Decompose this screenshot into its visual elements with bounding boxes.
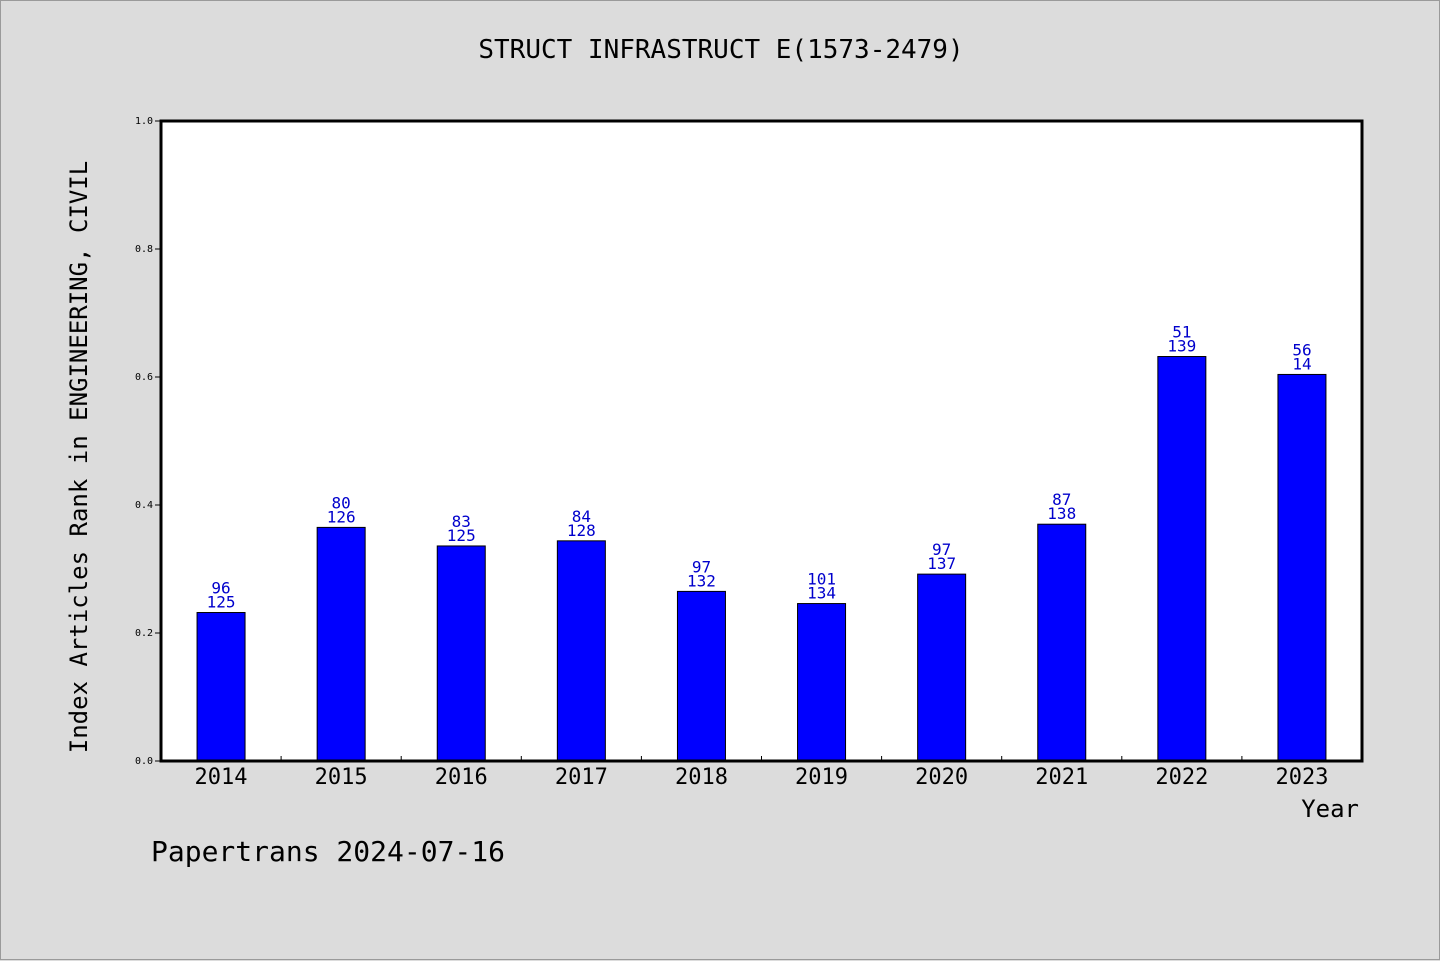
x-tick-label-2019: 2019 [795,765,848,790]
bar-label-top-2019: 101 [807,570,836,589]
bar-label-bottom-2022: 139 [1167,337,1196,356]
plot-frame [159,119,1364,763]
x-tick-label-2016: 2016 [435,765,488,790]
bar-label-bottom-2014: 125 [207,593,236,612]
x-tick-label-2017: 2017 [555,765,608,790]
y-tick-label: 1.0 [135,116,153,127]
bar-label-top-2014: 96 [211,579,230,598]
y-tick-label: 0.6 [135,372,153,383]
bar-label-bottom-2017: 128 [567,521,596,540]
bar-2019 [797,603,847,762]
bar-label-bottom-2018: 132 [687,571,716,590]
bar-label-top-2017: 84 [572,507,591,526]
x-tick-label-2023: 2023 [1275,765,1328,790]
bar-2018 [676,590,726,762]
y-tick-label: 0.2 [135,628,153,639]
bar-label-bottom-2023: 14 [1292,354,1311,373]
bar-2014 [196,612,246,762]
y-tick-label: 0.0 [135,756,153,767]
bar-label-top-2023: 56 [1292,340,1311,359]
bar-2020 [917,573,967,762]
bar-label-bottom-2015: 126 [327,507,356,526]
bar-2023 [1277,373,1327,762]
bar-2021 [1037,523,1087,762]
bar-label-top-2021: 87 [1052,490,1071,509]
bar-label-top-2016: 83 [452,512,471,531]
bar-label-bottom-2016: 125 [447,526,476,545]
x-tick-label-2022: 2022 [1155,765,1208,790]
bar-2017 [556,540,606,762]
bar-2016 [436,545,486,762]
bar-2015 [316,526,366,762]
x-axis-label: Year [1301,795,1359,823]
bar-label-bottom-2021: 138 [1047,504,1076,523]
x-tick-label-2020: 2020 [915,765,968,790]
footer-credit: Papertrans 2024-07-16 [151,835,506,868]
x-tick-label-2021: 2021 [1035,765,1088,790]
bar-label-top-2015: 80 [332,493,351,512]
x-tick-label-2014: 2014 [195,765,248,790]
chart-title: STRUCT INFRASTRUCT E(1573-2479) [478,35,964,65]
bar-2022 [1157,356,1207,762]
y-tick-label: 0.4 [135,500,153,511]
x-tick-label-2015: 2015 [315,765,368,790]
x-tick-label-2018: 2018 [675,765,728,790]
bar-label-bottom-2019: 134 [807,584,836,603]
bar-label-bottom-2020: 137 [927,554,956,573]
bar-label-top-2018: 97 [692,557,711,576]
bar-label-top-2022: 51 [1172,323,1191,342]
y-tick-label: 0.8 [135,244,153,255]
bar-label-top-2020: 97 [932,540,951,559]
